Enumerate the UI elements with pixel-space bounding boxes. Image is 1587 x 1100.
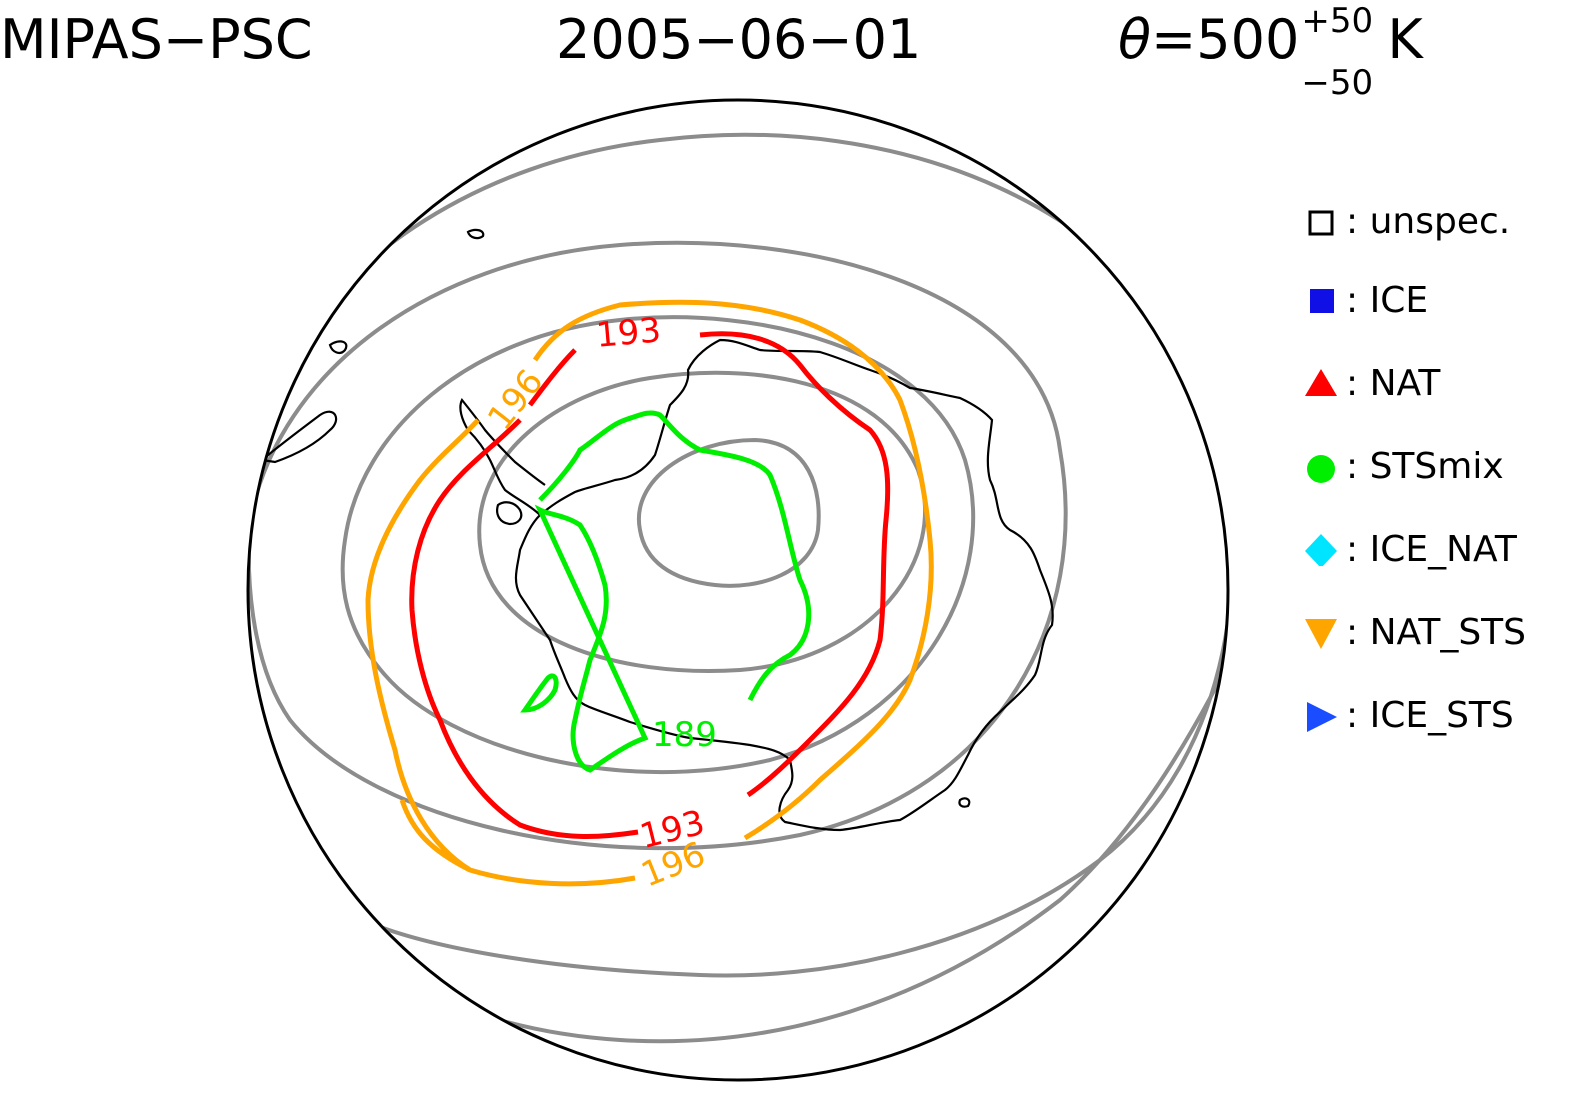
legend-label-ice-nat: : ICE_NAT (1346, 529, 1517, 570)
theta-minus: −50 (1301, 63, 1374, 103)
isotherm-5 (248, 132, 1228, 978)
globe-outline (246, 98, 1230, 1082)
legend-label-unspec: : unspec. (1346, 201, 1511, 242)
theta-plus: +50 (1301, 1, 1374, 41)
coastline (259, 228, 1054, 832)
theta-symbol: θ (1118, 8, 1152, 71)
isotherm-inner (636, 437, 821, 588)
contour-label-196-left: 196 (480, 362, 551, 438)
theta-unit: K (1387, 8, 1423, 71)
islands-coastline (259, 228, 971, 808)
contour-label-193-top: 193 (594, 310, 662, 356)
isotherm-4 (248, 240, 1068, 851)
legend-label-ice: : ICE (1346, 280, 1429, 321)
legend-label-nat: : NAT (1346, 363, 1441, 404)
legend-label-nat-sts: : NAT_STS (1346, 612, 1527, 653)
map-content: 193 193 196 196 189 (248, 132, 1228, 1044)
title-instrument: MIPAS−PSC (0, 8, 313, 71)
isotherm-196 (365, 299, 934, 887)
diamond-icon (1305, 534, 1337, 566)
peninsula-coastline (459, 397, 546, 516)
title-theta-level: θ=500 +50 −50 K (1118, 2, 1423, 102)
circle-icon (1307, 455, 1335, 483)
legend-label-stsmix: : STSmix (1346, 446, 1504, 487)
background-isotherms (248, 132, 1228, 1044)
isotherm-193 (409, 331, 891, 839)
legend-label-ice-sts: : ICE_STS (1346, 695, 1514, 736)
title-date: 2005−06−01 (556, 8, 922, 71)
contour-label-189: 189 (652, 715, 717, 755)
theta-value: =500 (1151, 8, 1300, 71)
triangle-right-icon (1307, 702, 1337, 732)
square-open-icon (1308, 210, 1334, 236)
triangle-up-icon (1305, 369, 1337, 396)
antarctica-coastline (514, 338, 1054, 832)
isotherm-189 (520, 410, 812, 773)
theta-range: +50 −50 (1299, 2, 1381, 102)
triangle-down-icon (1305, 619, 1337, 649)
square-filled-icon (1310, 289, 1334, 313)
isotherm-3 (340, 315, 976, 775)
